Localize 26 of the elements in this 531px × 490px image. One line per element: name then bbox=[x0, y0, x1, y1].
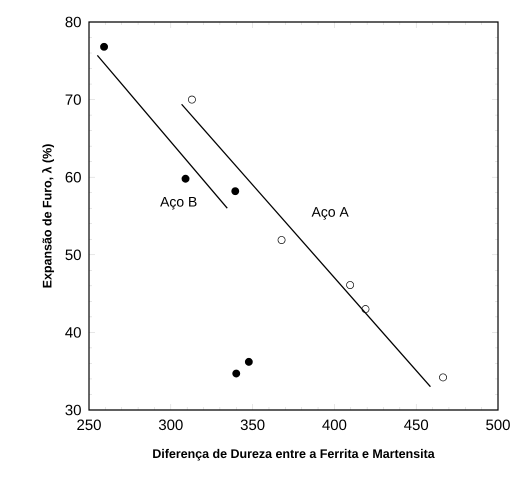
x-tick-label: 450 bbox=[404, 420, 428, 430]
x-tick-label: 300 bbox=[158, 420, 183, 430]
y-tick-label: 30 bbox=[65, 404, 81, 416]
series-label: Aço B bbox=[160, 196, 197, 210]
y-tick-label: 80 bbox=[66, 16, 81, 28]
series-label: Aço A bbox=[312, 207, 349, 220]
x-axis-title: Diferença de Dureza entre a Ferrita e Martensita bbox=[153, 448, 435, 461]
y-tick-label: 40 bbox=[65, 327, 81, 338]
y-tick-label: 50 bbox=[65, 249, 81, 260]
x-tick-label: 350 bbox=[240, 420, 264, 430]
point bbox=[182, 174, 190, 183]
y-tick-label: 60 bbox=[66, 172, 81, 182]
y-axis-title: Expansão de Furo, λ (%) bbox=[42, 144, 54, 288]
point bbox=[244, 358, 253, 366]
x-tick-label: 500 bbox=[486, 420, 510, 430]
point bbox=[232, 370, 240, 378]
point bbox=[439, 373, 447, 382]
point bbox=[278, 236, 286, 244]
point bbox=[100, 42, 108, 51]
point bbox=[362, 305, 370, 314]
y-tick-label: 70 bbox=[66, 94, 81, 105]
point bbox=[346, 281, 354, 289]
point bbox=[231, 187, 240, 196]
x-tick-label: 400 bbox=[322, 420, 346, 430]
x-tick-label: 250 bbox=[77, 420, 101, 430]
point bbox=[188, 96, 196, 104]
